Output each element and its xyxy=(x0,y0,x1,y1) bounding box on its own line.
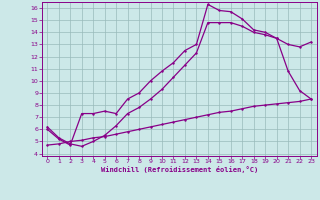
X-axis label: Windchill (Refroidissement éolien,°C): Windchill (Refroidissement éolien,°C) xyxy=(100,166,258,173)
